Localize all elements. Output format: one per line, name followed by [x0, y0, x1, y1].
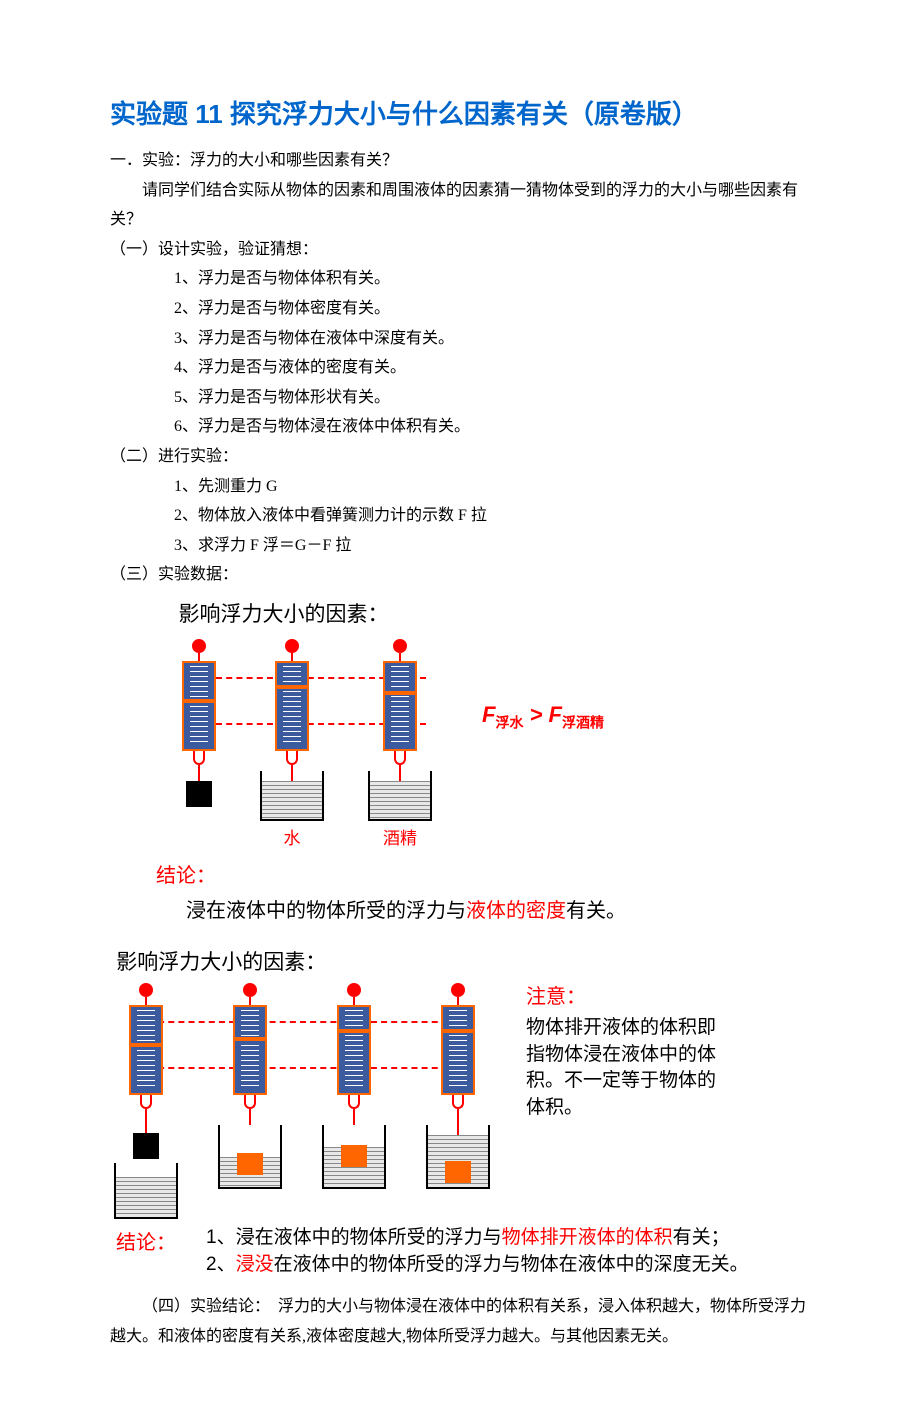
label-alcohol: 酒精 [383, 823, 417, 854]
diagram2-scales [114, 983, 490, 1219]
formula: F浮水 > F浮酒精 [482, 695, 604, 736]
scale-d [426, 983, 490, 1219]
sec4-text: （四）实验结论： 浮力的大小与物体浸在液体中的体积有关系，浸入体积越大，物体所受… [110, 1292, 810, 1351]
note-title: 注意： [526, 983, 716, 1011]
sec2-item: 2、物体放入液体中看弹簧测力计的示数 F 拉 [110, 501, 810, 531]
diagram1-conclusion-label: 结论： [156, 858, 810, 895]
sec1-item: 1、浮力是否与物体体积有关。 [110, 264, 810, 294]
scale-a [114, 983, 178, 1219]
label-water: 水 [284, 823, 301, 854]
sec1-item: 2、浮力是否与物体密度有关。 [110, 294, 810, 324]
sec1-heading: （一）设计实验，验证猜想： [110, 235, 810, 265]
note-body: 物体排开液体的体积即指物体浸在液体中的体积。不一定等于物体的体积。 [526, 1015, 716, 1121]
diagram1-conclusion: 浸在液体中的物体所受的浮力与液体的密度有关。 [186, 893, 810, 930]
intro-heading: 一．实验：浮力的大小和哪些因素有关？ [110, 146, 810, 176]
sec3-heading: （三）实验数据： [110, 560, 810, 590]
scale-alcohol: 酒精 [368, 639, 432, 854]
page-title: 实验题 11 探究浮力大小与什么因素有关（原卷版） [110, 90, 810, 138]
scale-air [182, 639, 216, 854]
sec2-heading: （二）进行实验： [110, 442, 810, 472]
diagram2-conclusion-body: 1、浸在液体中的物体所受的浮力与物体排开液体的体积有关； 2、浸没在液体中的物体… [206, 1225, 749, 1278]
diagram-2: 影响浮力大小的因素： [110, 944, 810, 1278]
diagram2-note: 注意： 物体排开液体的体积即指物体浸在液体中的体积。不一定等于物体的体积。 [526, 983, 716, 1121]
sec2-item: 1、先测重力 G [110, 472, 810, 502]
diagram1-scales: 水 酒精 [182, 639, 432, 854]
sec1-item: 6、浮力是否与物体浸在液体中体积有关。 [110, 412, 810, 442]
diagram-1: 影响浮力大小的因素： 水 [126, 596, 810, 930]
sec2-item: 3、求浮力 F 浮＝G－F 拉 [110, 531, 810, 561]
scale-c [322, 983, 386, 1219]
sec1-item: 4、浮力是否与液体的密度有关。 [110, 353, 810, 383]
sec1-item: 5、浮力是否与物体形状有关。 [110, 383, 810, 413]
sec1-item: 3、浮力是否与物体在液体中深度有关。 [110, 324, 810, 354]
intro-question: 请同学们结合实际从物体的因素和周围液体的因素猜一猜物体受到的浮力的大小与哪些因素… [110, 176, 810, 235]
diagram2-conclusion-label: 结论： [116, 1225, 206, 1278]
scale-water: 水 [260, 639, 324, 854]
diagram2-title: 影响浮力大小的因素： [116, 944, 810, 983]
scale-b [218, 983, 282, 1219]
diagram1-title: 影响浮力大小的因素： [179, 596, 811, 635]
